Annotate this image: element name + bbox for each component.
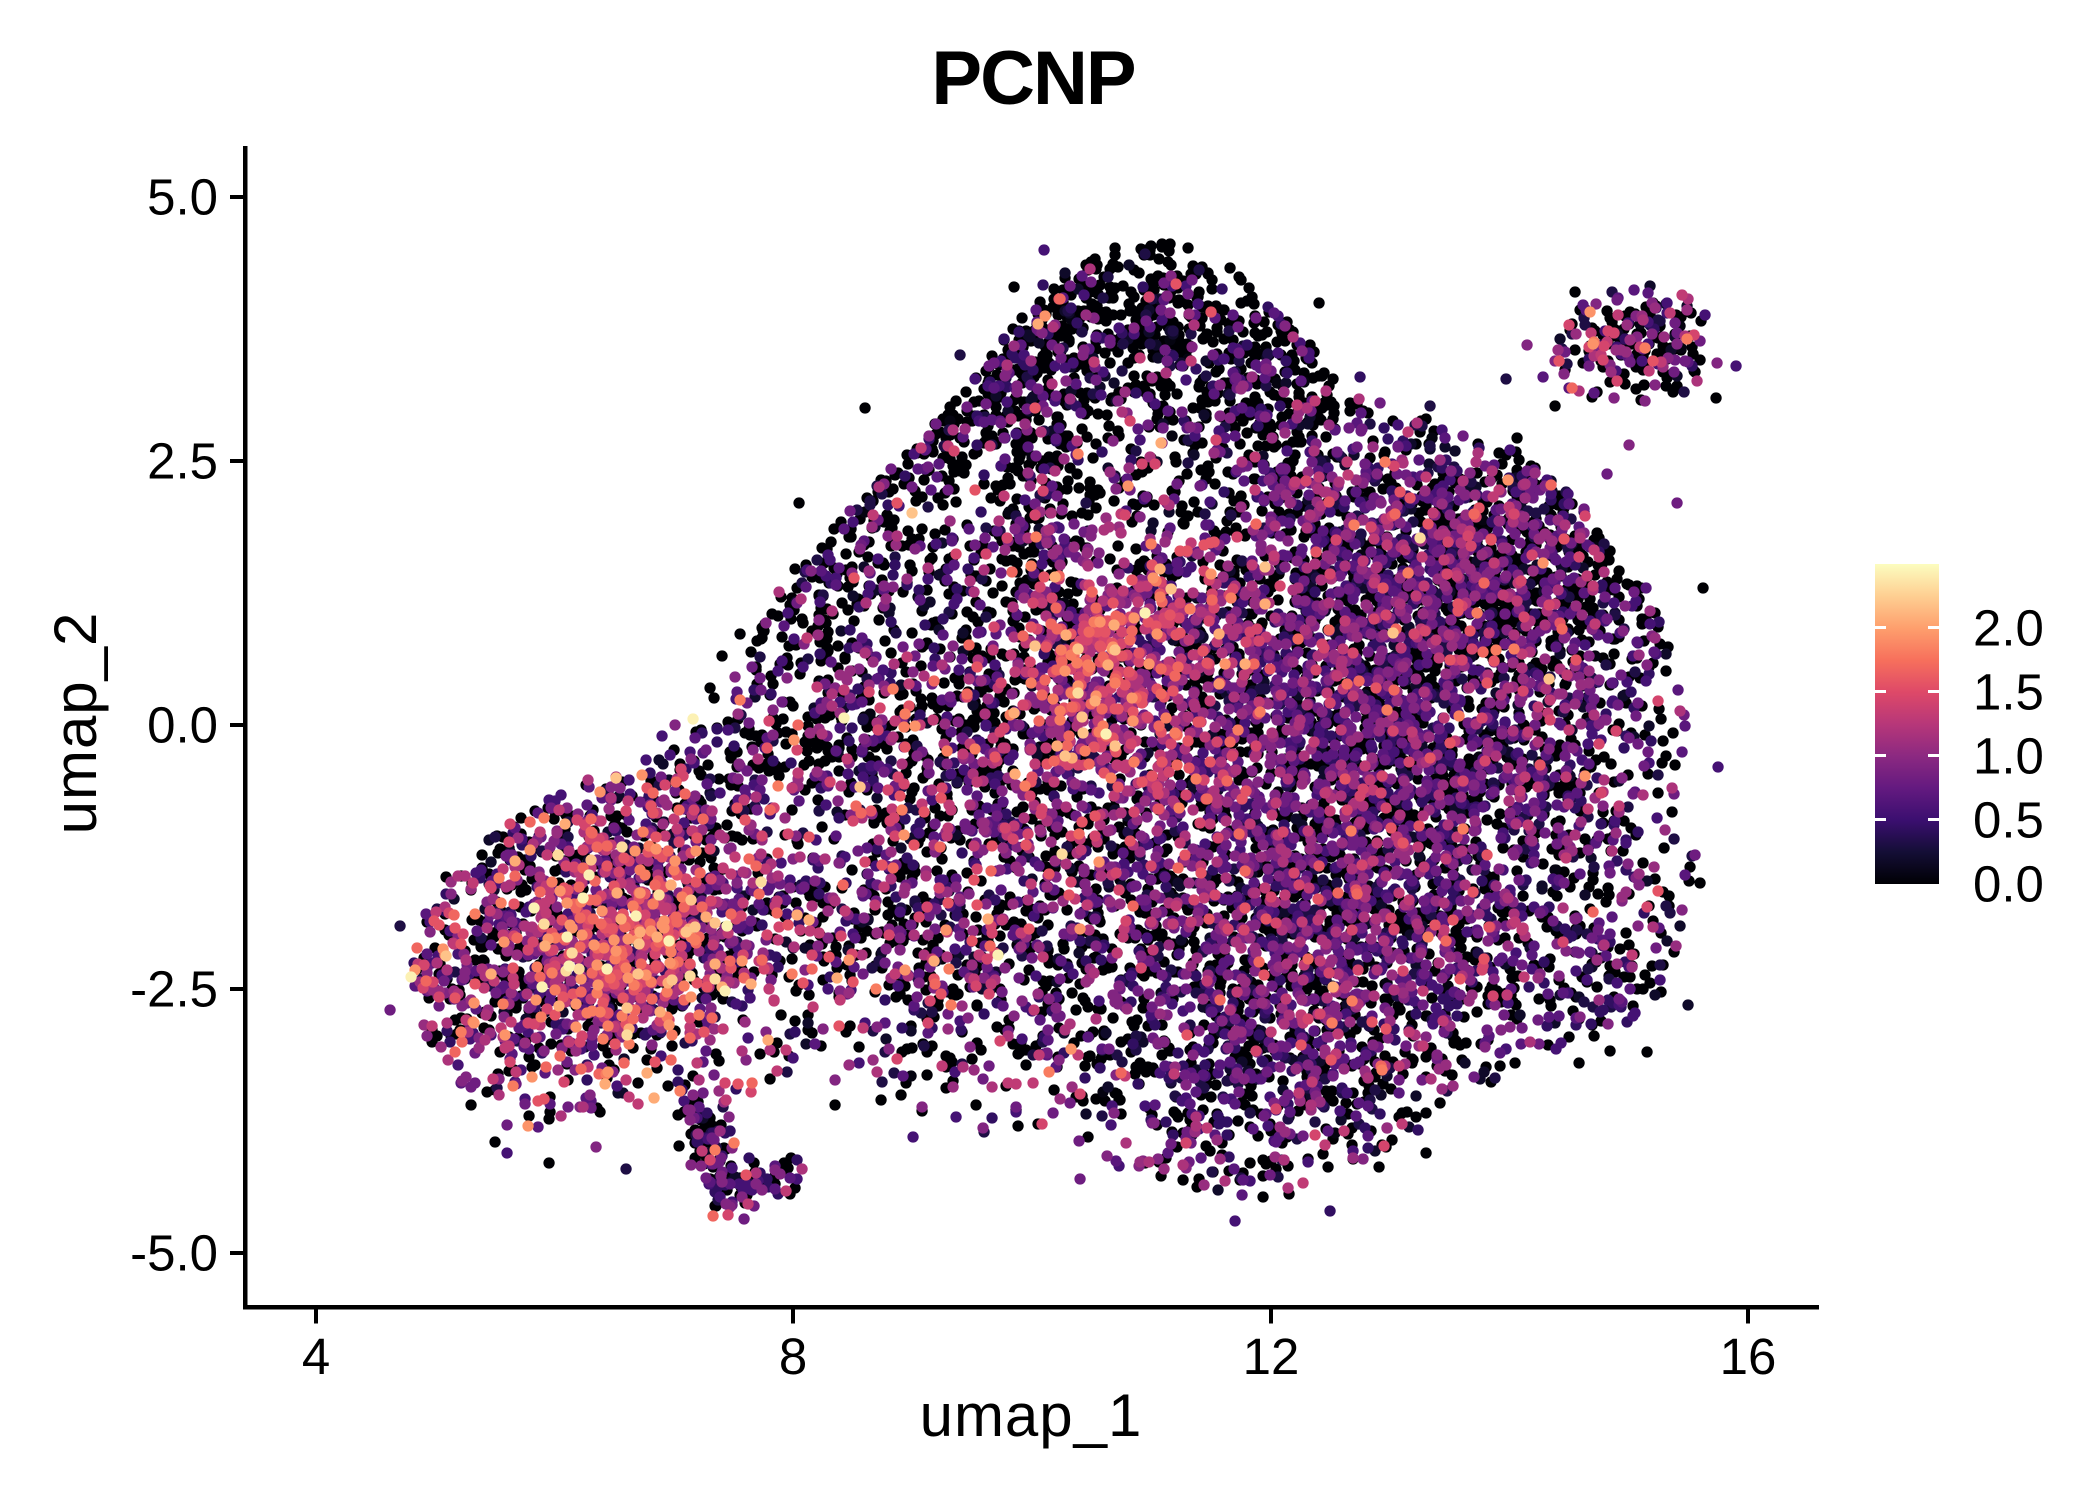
svg-text:umap_2: umap_2 [42, 612, 109, 835]
svg-text:0.0: 0.0 [147, 697, 218, 754]
svg-text:-2.5: -2.5 [130, 961, 218, 1018]
svg-text:PCNP: PCNP [931, 36, 1134, 121]
svg-text:1.5: 1.5 [1973, 664, 2044, 721]
svg-text:umap_1: umap_1 [920, 1382, 1143, 1449]
svg-text:1.0: 1.0 [1973, 728, 2044, 785]
svg-text:2.5: 2.5 [147, 433, 218, 490]
svg-text:-5.0: -5.0 [130, 1225, 218, 1282]
svg-text:16: 16 [1720, 1328, 1777, 1385]
svg-text:5.0: 5.0 [147, 169, 218, 226]
svg-text:4: 4 [302, 1328, 330, 1385]
svg-text:2.0: 2.0 [1973, 600, 2044, 657]
svg-text:8: 8 [779, 1328, 807, 1385]
svg-text:0.5: 0.5 [1973, 792, 2044, 849]
svg-text:12: 12 [1243, 1328, 1300, 1385]
svg-text:0.0: 0.0 [1973, 856, 2044, 913]
